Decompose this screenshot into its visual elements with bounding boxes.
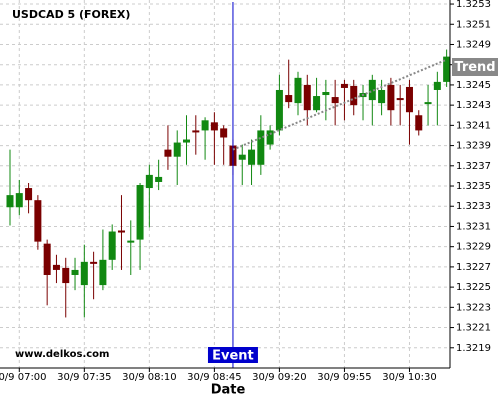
candle-body xyxy=(164,149,172,157)
x-tick-label: 30/9 08:10 xyxy=(122,372,176,383)
candle-body xyxy=(415,115,423,131)
candle-body xyxy=(322,92,330,96)
x-tick-label: 30/9 10:30 xyxy=(382,372,436,383)
candle-body xyxy=(108,231,116,260)
watermark: www.delkos.com xyxy=(15,349,109,360)
candle-body xyxy=(424,102,432,105)
event-label: Event xyxy=(212,349,254,364)
y-tick-label: 1.3243 xyxy=(456,100,491,111)
candle-body xyxy=(52,264,60,270)
event-box xyxy=(207,347,258,363)
candle-body xyxy=(155,176,163,182)
candle-body xyxy=(313,96,321,111)
candle-body xyxy=(275,89,283,131)
candle-body xyxy=(136,185,144,240)
candle-body xyxy=(145,174,153,189)
x-tick-label: 30/9 09:20 xyxy=(252,372,306,383)
y-tick-label: 1.3221 xyxy=(456,323,491,334)
y-tick-label: 1.3219 xyxy=(456,343,491,354)
candle-body xyxy=(285,95,293,103)
x-tick-label: 30/9 07:00 xyxy=(0,372,47,383)
candle-body xyxy=(25,188,33,201)
y-tick-label: 1.3241 xyxy=(456,120,491,131)
y-tick-label: 1.3233 xyxy=(456,201,491,212)
y-tick-label: 1.3239 xyxy=(456,141,491,152)
candle-body xyxy=(201,120,209,131)
candle-body xyxy=(405,86,413,113)
y-tick-label: 1.3237 xyxy=(456,161,491,172)
x-tick-label: 30/9 09:55 xyxy=(317,372,371,383)
candle-body xyxy=(220,128,228,138)
x-tick-label: 30/9 08:45 xyxy=(187,372,241,383)
y-tick-label: 1.3229 xyxy=(456,242,491,253)
candle-body xyxy=(396,98,404,101)
candle-body xyxy=(248,149,256,165)
y-tick-label: 1.3235 xyxy=(456,181,491,192)
candle-body xyxy=(173,142,181,157)
candle-body xyxy=(90,261,98,264)
chart-title: USDCAD 5 (FOREX) xyxy=(12,8,130,21)
candle-body xyxy=(34,200,42,242)
y-tick-label: 1.3227 xyxy=(456,262,491,273)
y-tick-label: 1.3251 xyxy=(456,19,491,30)
x-tick-label: 30/9 07:35 xyxy=(57,372,111,383)
candle-body xyxy=(238,154,246,160)
candle-body xyxy=(15,193,23,208)
x-axis-title: Date xyxy=(211,383,246,398)
y-tick-label: 1.3245 xyxy=(456,80,491,91)
candle-body xyxy=(303,84,311,111)
candle-body xyxy=(43,243,51,275)
y-tick-label: 1.3225 xyxy=(456,282,491,293)
y-tick-label: 1.3253 xyxy=(456,0,491,10)
candle-body xyxy=(210,122,218,131)
candle-body xyxy=(183,139,191,143)
candle-body xyxy=(62,267,70,284)
candle-body xyxy=(433,81,441,90)
candle-body xyxy=(71,269,79,275)
candle-body xyxy=(350,85,358,106)
candle-body xyxy=(378,89,386,104)
trend-label: Trend xyxy=(454,60,495,75)
candle-body xyxy=(80,261,88,286)
marks xyxy=(6,2,451,368)
candle-body xyxy=(266,130,274,145)
candle-body xyxy=(331,97,339,104)
candle-body xyxy=(387,84,395,111)
candle-body xyxy=(257,130,265,165)
candle-body xyxy=(294,77,302,104)
candle-body xyxy=(192,130,200,133)
candle-body xyxy=(6,195,14,208)
candle-body xyxy=(443,56,451,82)
candle-body xyxy=(368,79,376,101)
y-tick-label: 1.3249 xyxy=(456,39,491,50)
candle-body xyxy=(127,240,135,243)
candle-body xyxy=(99,259,107,286)
candle-body xyxy=(117,230,125,233)
y-tick-label: 1.3231 xyxy=(456,221,491,232)
candle-body xyxy=(340,83,348,88)
trend-line xyxy=(232,58,448,151)
trend-box xyxy=(452,58,498,76)
y-tick-label: 1.3223 xyxy=(456,302,491,313)
